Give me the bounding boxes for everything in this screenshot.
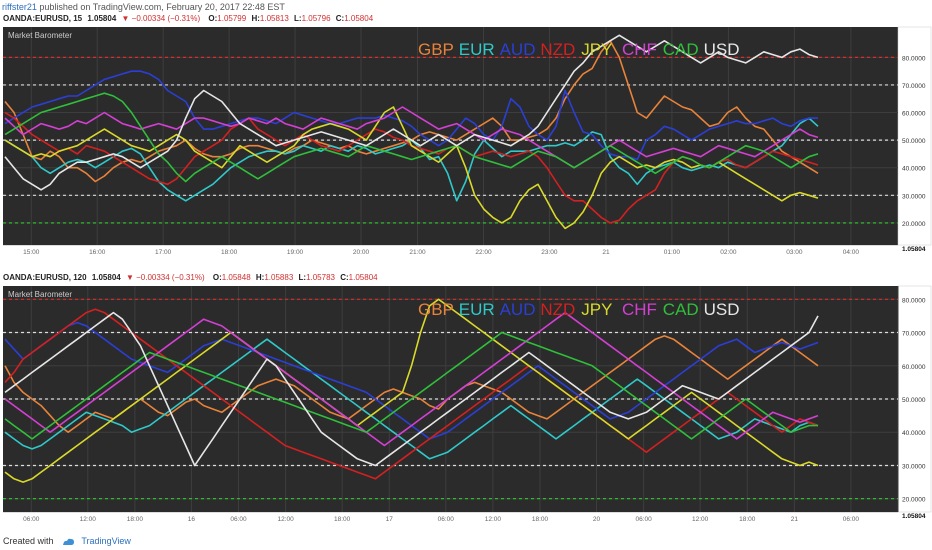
price-axis[interactable] <box>897 26 932 246</box>
price-change: ▼ −0.00334 (−0.31%) <box>121 14 201 23</box>
legend-chf: CHF <box>622 300 657 319</box>
xtick-label: 17:00 <box>155 249 172 256</box>
ytick-label: 70.0000 <box>902 83 926 90</box>
ytick-label: 20.0000 <box>902 497 926 504</box>
legend-nzd: NZD <box>540 300 575 319</box>
xtick-label: 16 <box>188 516 196 523</box>
series-line-chf <box>4 106 819 169</box>
legend-jpy: JPY <box>581 40 612 59</box>
ytick-label: 80.0000 <box>902 55 926 62</box>
ytick-label: 80.0000 <box>902 297 926 304</box>
xtick-label: 18:00 <box>532 516 549 523</box>
ytick-label: 70.0000 <box>902 331 926 338</box>
legend-gbp: GBP <box>418 40 454 59</box>
xtick-label: 19:00 <box>287 249 304 256</box>
xtick-label: 21 <box>602 249 610 256</box>
ohlc-values: O:1.05799 H:1.05813 L:1.05796 C:1.05804 <box>208 14 374 23</box>
ytick-label: 60.0000 <box>902 364 926 371</box>
xtick-label: 23:00 <box>541 249 558 256</box>
xtick-label: 12:00 <box>277 516 294 523</box>
xtick-label: 04:00 <box>843 249 860 256</box>
legend-eur: EUR <box>459 300 495 319</box>
publish-credit: riffster21 published on TradingView.com,… <box>2 0 285 14</box>
symbol-info-line-1: OANDA:EURUSD, 15 1.05804 ▼ −0.00334 (−0.… <box>3 13 379 25</box>
xtick-label: 20 <box>593 516 601 523</box>
series-line-chf <box>4 311 819 447</box>
legend-chf: CHF <box>622 40 657 59</box>
symbol-name: OANDA:EURUSD, 15 <box>3 14 83 23</box>
legend-usd: USD <box>704 40 740 59</box>
last-price: 1.05804 <box>87 14 117 23</box>
xtick-label: 01:00 <box>664 249 681 256</box>
xtick-label: 02:00 <box>720 249 737 256</box>
xtick-label: 18:00 <box>739 516 756 523</box>
chart-panel-15m[interactable]: Market Barometer GBP EUR AUD NZD JPY CHF CAD USD… <box>0 25 932 270</box>
legend-cad: CAD <box>663 300 699 319</box>
legend-nzd: NZD <box>540 40 575 59</box>
xtick-label: 21:00 <box>409 249 426 256</box>
ytick-label: 30.0000 <box>902 193 926 200</box>
ohlc-values: O:1.05848 H:1.05883 L:1.05783 C:1.05804 <box>212 273 378 282</box>
legend-aud: AUD <box>500 40 536 59</box>
xtick-label: 03:00 <box>786 249 803 256</box>
indicator-label: Market Barometer <box>8 31 72 40</box>
xtick-label: 06:00 <box>438 516 455 523</box>
published-text: published on TradingView.com, February 2… <box>39 2 285 12</box>
chart-panel-120m[interactable]: Market Barometer GBP EUR AUD NZD JPY CHF CAD USD… <box>0 284 932 534</box>
xtick-label: 06:00 <box>23 516 40 523</box>
footer-credit: Created with TradingView <box>3 534 131 548</box>
price-marker: 1.05804 <box>902 513 926 520</box>
legend-usd: USD <box>704 300 740 319</box>
created-with-text: Created with <box>3 536 54 546</box>
legend-eur: EUR <box>459 40 495 59</box>
xtick-label: 06:00 <box>230 516 247 523</box>
price-change: ▼ −0.00334 (−0.31%) <box>125 273 205 282</box>
xtick-label: 18:00 <box>127 516 144 523</box>
legend-aud: AUD <box>500 300 536 319</box>
indicator-label: Market Barometer <box>8 290 72 299</box>
ytick-label: 40.0000 <box>902 166 926 173</box>
xtick-label: 06:00 <box>635 516 652 523</box>
xtick-label: 12:00 <box>692 516 709 523</box>
legend-jpy: JPY <box>581 300 612 319</box>
xtick-label: 15:00 <box>23 249 40 256</box>
series-line-usd <box>4 311 819 467</box>
series-line-eur <box>4 338 819 460</box>
price-marker: 1.05804 <box>902 246 926 253</box>
ytick-label: 30.0000 <box>902 463 926 470</box>
xtick-label: 20:00 <box>353 249 370 256</box>
xtick-label: 06:00 <box>843 516 860 523</box>
series-line-cad <box>4 331 818 440</box>
series-line-aud <box>4 70 818 161</box>
author-link[interactable]: riffster21 <box>2 2 37 12</box>
ytick-label: 20.0000 <box>902 221 926 228</box>
ytick-label: 50.0000 <box>902 397 926 404</box>
series-line-nzd <box>4 308 819 480</box>
last-price: 1.05804 <box>91 273 121 282</box>
ytick-label: 50.0000 <box>902 138 926 145</box>
xtick-label: 16:00 <box>89 249 106 256</box>
ytick-label: 60.0000 <box>902 111 926 118</box>
legend-cad: CAD <box>663 40 699 59</box>
series-line-cad <box>4 92 819 183</box>
series-line-jpy <box>4 106 819 230</box>
legend-gbp: GBP <box>418 300 454 319</box>
symbol-name: OANDA:EURUSD, 120 <box>3 273 87 282</box>
ytick-label: 40.0000 <box>902 430 926 437</box>
xtick-label: 22:00 <box>475 249 492 256</box>
tradingview-link[interactable]: TradingView <box>81 536 131 546</box>
xtick-label: 12:00 <box>485 516 502 523</box>
xtick-label: 12:00 <box>80 516 97 523</box>
time-axis[interactable] <box>3 512 898 534</box>
tradingview-logo-icon <box>63 538 75 546</box>
time-axis[interactable] <box>3 245 898 270</box>
xtick-label: 18:00 <box>334 516 351 523</box>
xtick-label: 18:00 <box>221 249 238 256</box>
price-axis[interactable] <box>897 285 932 513</box>
xtick-label: 17 <box>386 516 394 523</box>
series-line-usd <box>4 34 819 191</box>
xtick-label: 21 <box>791 516 799 523</box>
symbol-info-line-2: OANDA:EURUSD, 120 1.05804 ▼ −0.00334 (−0… <box>3 272 384 284</box>
